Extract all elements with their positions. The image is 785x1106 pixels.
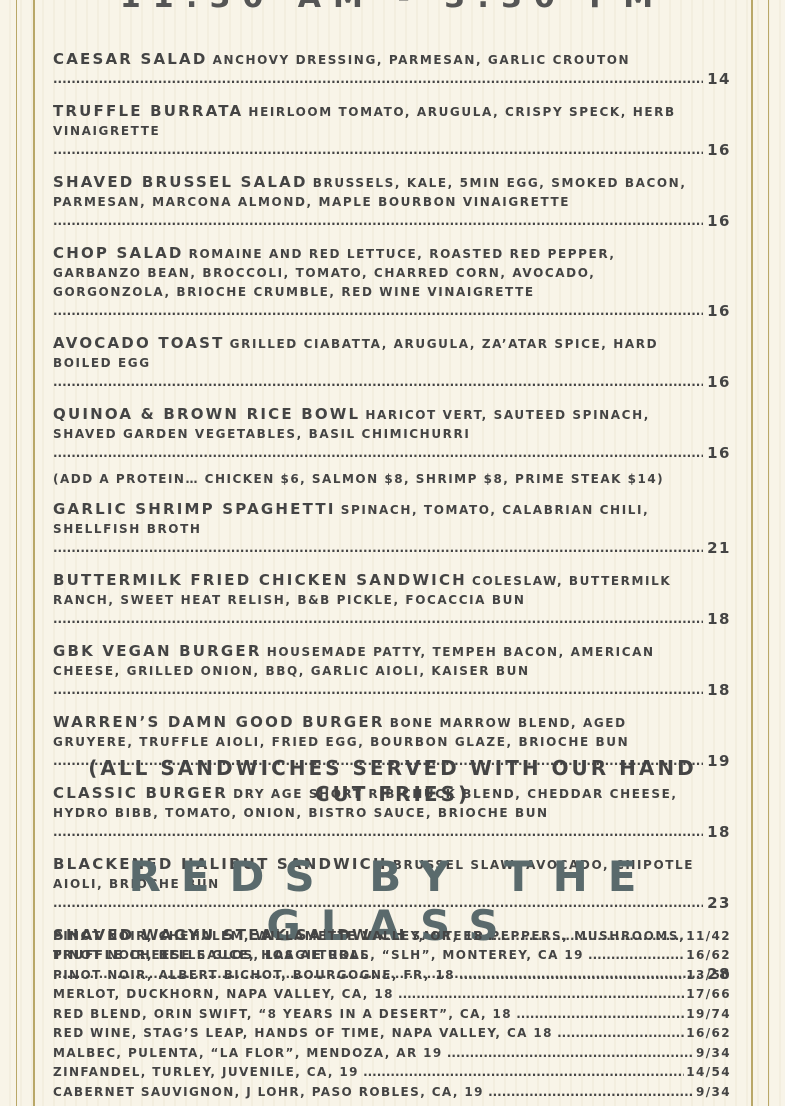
item-price: 18 — [707, 823, 731, 841]
item-price: 19 — [707, 752, 731, 770]
item-description: DRY AGE SHORT RIB CHUCK BLEND, CHEDDAR C… — [53, 787, 678, 820]
item-price: 16 — [707, 302, 731, 320]
item-name: GBK VEGAN BURGER — [53, 642, 262, 660]
item-price: 18 — [707, 610, 731, 628]
wine-item: RED WINE, STAG’S LEAP, HANDS OF TIME, NA… — [53, 1024, 731, 1044]
menu-item: CLASSIC BURGER DRY AGE SHORT RIB CHUCK B… — [53, 784, 731, 841]
item-description: BRUSSELS, KALE, 5MIN EGG, SMOKED BACON, … — [53, 176, 687, 209]
wine-price: 9/34 — [695, 1045, 731, 1060]
item-name: WARREN’S DAMN GOOD BURGER — [53, 713, 385, 731]
menu-item: QUINOA & BROWN RICE BOWL HARICOT VERT, S… — [53, 405, 731, 462]
item-text: SHAVED BRUSSEL SALAD BRUSSELS, KALE, 5MI… — [53, 173, 703, 230]
item-text: CAESAR SALAD ANCHOVY DRESSING, PARMESAN,… — [53, 50, 703, 88]
item-description: HARICOT VERT, SAUTEED SPINACH, SHAVED GA… — [53, 408, 650, 441]
item-price: 16 — [707, 141, 731, 159]
menu-item: CAESAR SALAD ANCHOVY DRESSING, PARMESAN,… — [53, 50, 731, 88]
item-description: ANCHOVY DRESSING, PARMESAN, GARLIC CROUT… — [212, 53, 631, 67]
menu-item: CHOP SALAD ROMAINE AND RED LETTUCE, ROAS… — [53, 244, 731, 320]
wine-name: CABERNET SAUVIGNON, J LOHR, PASO ROBLES,… — [53, 1085, 694, 1099]
wine-price: 16/62 — [686, 948, 731, 963]
item-name: AVOCADO TOAST — [53, 334, 225, 352]
wine-name: MERLOT, DUCKHORN, NAPA VALLEY, CA, 18 — [53, 987, 684, 1001]
border — [16, 0, 769, 1106]
item-name: GARLIC SHRIMP SPAGHETTI — [53, 500, 336, 518]
item-price: 28 — [707, 965, 731, 983]
wine-name: MALBEC, PULENTA, “LA FLOR”, MENDOZA, AR … — [53, 1046, 694, 1060]
hours: 11:30 AM - 3:30 PM — [0, 0, 785, 15]
item-price: 18 — [707, 681, 731, 699]
item-description: HEIRLOOM TOMATO, ARUGULA, CRISPY SPECK, … — [53, 105, 676, 138]
item-name: SHAVED BRUSSEL SALAD — [53, 173, 308, 191]
wine-price: 13/50 — [686, 967, 731, 982]
item-name: BLACKENED HALIBUT SANDWICH — [53, 855, 388, 873]
item-text: BUTTERMILK FRIED CHICKEN SANDWICH COLESL… — [53, 571, 703, 628]
item-text: CLASSIC BURGER DRY AGE SHORT RIB CHUCK B… — [53, 784, 703, 841]
item-text: QUINOA & BROWN RICE BOWL HARICOT VERT, S… — [53, 405, 703, 462]
wine-price: 11/42 — [686, 928, 731, 943]
item-text: BLACKENED HALIBUT SANDWICH BRUSSEL SLAW,… — [53, 855, 703, 912]
wine-price: 17/66 — [686, 987, 731, 1002]
item-price: 23 — [707, 894, 731, 912]
item-name: QUINOA & BROWN RICE BOWL — [53, 405, 361, 423]
wine-name: ZINFANDEL, TURLEY, JUVENILE, CA, 19 — [53, 1065, 684, 1079]
wine-item: ZINFANDEL, TURLEY, JUVENILE, CA, 1914/54 — [53, 1063, 731, 1083]
wine-name: PINOT NOIR, BELLE GLOS, LAS ALTURAS, “SL… — [53, 948, 684, 962]
item-description: GRILLED CIABATTA, ARUGULA, ZA’ATAR SPICE… — [53, 337, 659, 370]
wine-price: 14/54 — [686, 1065, 731, 1080]
item-text: CHOP SALAD ROMAINE AND RED LETTUCE, ROAS… — [53, 244, 703, 320]
menu-item: GBK VEGAN BURGER HOUSEMADE PATTY, TEMPEH… — [53, 642, 731, 699]
wine-item: PINOT NOIR, CHEHALEM, WILLAMETTE VALLEY,… — [53, 926, 731, 946]
item-description: BONE MARROW BLEND, AGED GRUYERE, TRUFFLE… — [53, 716, 630, 749]
wine-item: PINOT NOIR, BELLE GLOS, LAS ALTURAS, “SL… — [53, 946, 731, 966]
item-price: 16 — [707, 212, 731, 230]
item-price: 16 — [707, 444, 731, 462]
border — [33, 0, 753, 1106]
wine-item: RED BLEND, ORIN SWIFT, “8 YEARS IN A DES… — [53, 1004, 731, 1024]
menu-item: TRUFFLE BURRATA HEIRLOOM TOMATO, ARUGULA… — [53, 102, 731, 159]
menu-item: GARLIC SHRIMP SPAGHETTI SPINACH, TOMATO,… — [53, 500, 731, 557]
item-description: ROMAINE AND RED LETTUCE, ROASTED RED PEP… — [53, 247, 616, 299]
wine-name: PINOT NOIR, CHEHALEM, WILLAMETTE VALLEY,… — [53, 929, 684, 943]
item-price: 16 — [707, 373, 731, 391]
wine-list: PINOT NOIR, CHEHALEM, WILLAMETTE VALLEY,… — [53, 926, 731, 1102]
item-name: CAESAR SALAD — [53, 50, 208, 68]
menu-item: BUTTERMILK FRIED CHICKEN SANDWICH COLESL… — [53, 571, 731, 628]
item-name: TRUFFLE BURRATA — [53, 102, 244, 120]
wine-price: 9/34 — [695, 1084, 731, 1099]
item-text: TRUFFLE BURRATA HEIRLOOM TOMATO, ARUGULA… — [53, 102, 703, 159]
item-name: BUTTERMILK FRIED CHICKEN SANDWICH — [53, 571, 467, 589]
item-description: COLESLAW, BUTTERMILK RANCH, SWEET HEAT R… — [53, 574, 672, 607]
wine-item: CABERNET SAUVIGNON, J LOHR, PASO ROBLES,… — [53, 1082, 731, 1102]
wine-name: RED WINE, STAG’S LEAP, HANDS OF TIME, NA… — [53, 1026, 684, 1040]
wine-name: PINOT NOIR, ALBERT BICHOT, BOURGOGNE, FR… — [53, 968, 684, 982]
item-price: 21 — [707, 539, 731, 557]
wine-name: RED BLEND, ORIN SWIFT, “8 YEARS IN A DES… — [53, 1007, 684, 1021]
item-name: CLASSIC BURGER — [53, 784, 228, 802]
menu-item: WARREN’S DAMN GOOD BURGER BONE MARROW BL… — [53, 713, 731, 770]
wine-item: MERLOT, DUCKHORN, NAPA VALLEY, CA, 1817/… — [53, 985, 731, 1005]
item-description: SPINACH, TOMATO, CALABRIAN CHILI, SHELLF… — [53, 503, 650, 536]
item-text: WARREN’S DAMN GOOD BURGER BONE MARROW BL… — [53, 713, 703, 770]
item-note: (ADD A PROTEIN… CHICKEN $6, SALMON $8, S… — [53, 472, 665, 486]
wine-price: 16/62 — [686, 1026, 731, 1041]
wine-item: MALBEC, PULENTA, “LA FLOR”, MENDOZA, AR … — [53, 1043, 731, 1063]
item-price: 14 — [707, 70, 731, 88]
sandwich-note: (ALL SANDWICHES SERVED WITH OUR HAND CUT… — [88, 756, 697, 806]
item-text: AVOCADO TOAST GRILLED CIABATTA, ARUGULA,… — [53, 334, 703, 391]
item-description: HOUSEMADE PATTY, TEMPEH BACON, AMERICAN … — [53, 645, 655, 678]
item-text: GBK VEGAN BURGER HOUSEMADE PATTY, TEMPEH… — [53, 642, 703, 699]
menu-item: AVOCADO TOAST GRILLED CIABATTA, ARUGULA,… — [53, 334, 731, 391]
item-description: BRUSSEL SLAW, AVOCADO, CHIPOTLE AIOLI, B… — [53, 858, 695, 891]
menu-item: SHAVED BRUSSEL SALAD BRUSSELS, KALE, 5MI… — [53, 173, 731, 230]
menu-item: BLACKENED HALIBUT SANDWICH BRUSSEL SLAW,… — [53, 855, 731, 912]
wine-item: PINOT NOIR, ALBERT BICHOT, BOURGOGNE, FR… — [53, 965, 731, 985]
item-name: CHOP SALAD — [53, 244, 184, 262]
wine-price: 19/74 — [686, 1006, 731, 1021]
item-text: GARLIC SHRIMP SPAGHETTI SPINACH, TOMATO,… — [53, 500, 703, 557]
